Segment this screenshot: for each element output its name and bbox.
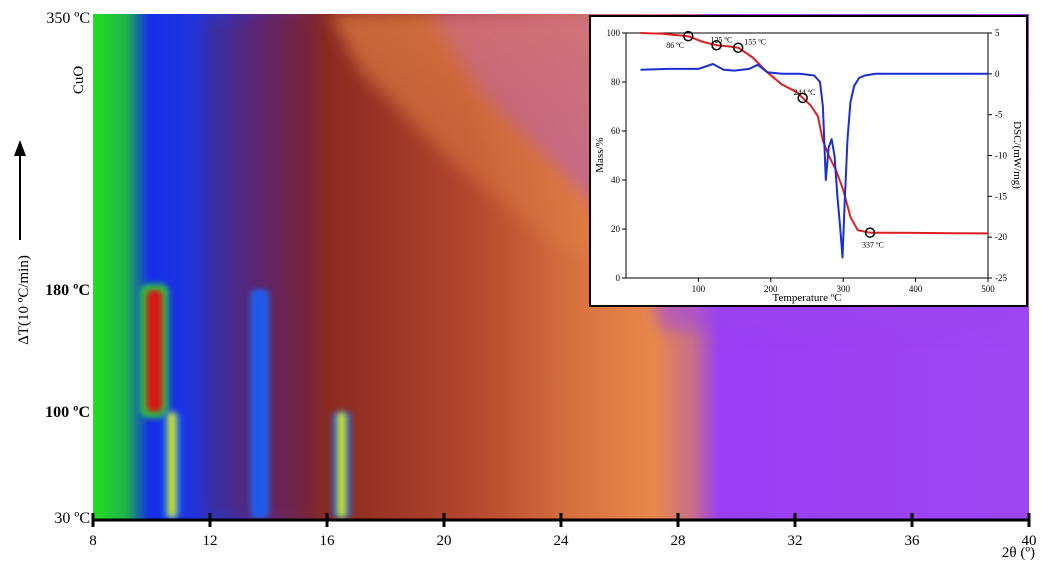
phase-label: CuO — [71, 66, 87, 95]
inset-event-marker — [683, 30, 694, 42]
inset-markers: 86 ºC 125 ºC 155 ºC 244 ºC 337 ºC — [666, 30, 884, 250]
inset-y2-tick-label: 0 — [995, 69, 1000, 79]
x-tick-label: 40 — [1022, 533, 1037, 549]
inset-event-marker — [732, 42, 744, 53]
inset-x-tick-label: 400 — [909, 284, 923, 294]
inset-y-tick-label: 20 — [611, 224, 621, 234]
x-tick-label: 32 — [788, 533, 803, 549]
inset-event-label: 155 ºC — [744, 38, 766, 47]
heatmap-peak — [146, 290, 163, 412]
y-tick-label: 30 ºC — [54, 510, 90, 527]
x-tick-label: 8 — [89, 533, 97, 549]
inset-y2-axis-label: DSC/(mW/mg) — [1011, 121, 1023, 189]
inset-y2-tick-label: -25 — [995, 273, 1007, 283]
inset-x-tick-label: 200 — [764, 284, 778, 294]
inset-x-tick-label: 300 — [836, 284, 850, 294]
inset-event-label: 244 ºC — [794, 88, 816, 97]
inset-y-tick-label: 60 — [611, 126, 621, 136]
x-tick-label: 16 — [320, 533, 336, 549]
inset-y-tick-label: 0 — [616, 273, 621, 283]
heatmap-peak — [255, 290, 265, 518]
inset-event-marker — [711, 40, 722, 51]
inset-y-tick-label: 100 — [607, 28, 621, 38]
inset-y2-tick-label: 5 — [995, 28, 1000, 38]
heatmap-features — [140, 284, 352, 518]
heatmap-axes: 8 12 16 20 24 28 32 36 40 2θ (º) 30 ºC 100 ºC 180 … — [14, 10, 1037, 561]
inset-y-axis-label: Mass/% — [594, 137, 606, 172]
inset-event-label: 125 ºC — [711, 35, 733, 44]
inset-ticks: 100 200 300 400 500 0 20 40 60 80 100 5 0 -5 -10 -15 -20… — [607, 28, 1008, 294]
inset-tga-dsc-chart: 100 200 300 400 500 0 20 40 60 80 100 5 0 -5 -10 -15 -20… — [589, 15, 1028, 307]
inset-y2-tick-label: -15 — [995, 191, 1007, 201]
y-ticks: 30 ºC 100 ºC 180 ºC 350 ºC — [45, 10, 90, 527]
x-tick-label: 20 — [437, 533, 452, 549]
inset-x-tick-label: 500 — [981, 284, 995, 294]
x-axis-label: 2θ (º) — [1002, 545, 1035, 561]
y-tick-label: 180 ºC — [45, 282, 90, 299]
inset-y2-tick-label: -10 — [995, 151, 1007, 161]
x-tick-label: 28 — [671, 533, 686, 549]
heatmap-peak — [167, 412, 177, 518]
x-tick-label: 24 — [554, 533, 570, 549]
inset-y-tick-label: 40 — [611, 175, 621, 185]
inset-event-label: 337 ºC — [862, 241, 884, 250]
y-axis-label: ΔT(10 ºC/min) — [16, 255, 32, 345]
inset-x-axis-label: Temperature ºC — [773, 292, 842, 304]
inset-y2-tick-label: -20 — [995, 232, 1007, 242]
inset-y-tick-label: 80 — [611, 77, 621, 87]
inset-x-tick-label: 100 — [692, 284, 706, 294]
inset-event-marker — [797, 92, 808, 104]
y-tick-label: 350 ºC — [46, 10, 90, 27]
inset-frame — [589, 15, 1028, 307]
inset-series — [640, 32, 989, 259]
inset-event-label: 86 ºC — [666, 41, 684, 50]
mass-series-line — [640, 32, 989, 235]
dsc-series-line — [640, 63, 988, 259]
y-tick-label: 100 ºC — [45, 404, 90, 421]
heatmap-peak — [337, 412, 347, 518]
x-tick-label: 36 — [905, 533, 921, 549]
inset-y2-tick-label: -5 — [995, 110, 1003, 120]
inset-event-marker — [864, 227, 876, 238]
x-tick-label: 12 — [203, 533, 218, 549]
up-arrow-icon — [14, 140, 26, 240]
x-ticks: 8 12 16 20 24 28 32 36 40 — [89, 513, 1037, 549]
